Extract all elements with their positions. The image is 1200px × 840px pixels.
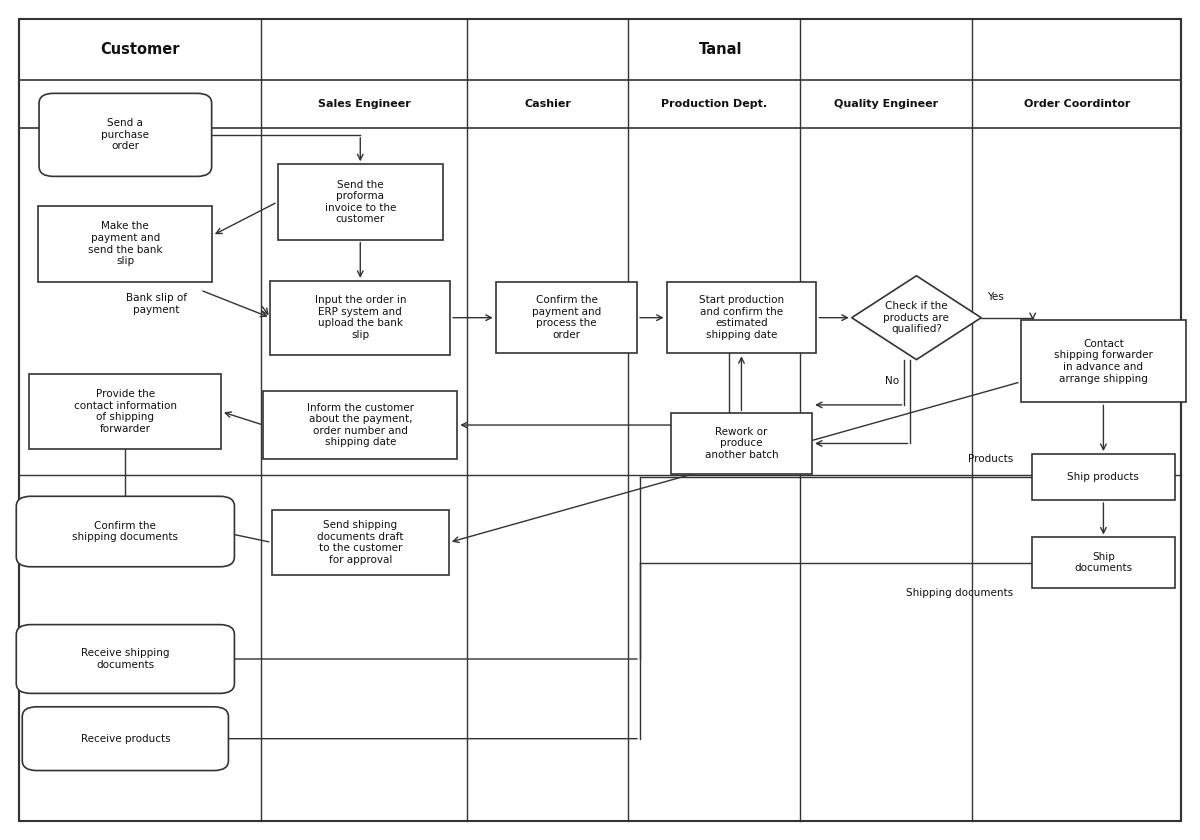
Text: Receive shipping
documents: Receive shipping documents <box>82 648 169 669</box>
Text: Send a
purchase
order: Send a purchase order <box>101 118 149 151</box>
FancyBboxPatch shape <box>17 496 234 567</box>
Text: Input the order in
ERP system and
upload the bank
slip: Input the order in ERP system and upload… <box>314 296 406 340</box>
Text: Sales Engineer: Sales Engineer <box>318 99 410 109</box>
Text: Production Dept.: Production Dept. <box>661 99 767 109</box>
Text: Confirm the
payment and
process the
order: Confirm the payment and process the orde… <box>532 296 601 340</box>
Bar <box>671 413 812 474</box>
Text: Rework or
produce
another batch: Rework or produce another batch <box>704 427 779 460</box>
Text: Ship products: Ship products <box>1068 472 1139 482</box>
FancyBboxPatch shape <box>17 625 234 693</box>
Bar <box>263 391 457 459</box>
Bar <box>38 206 212 281</box>
Text: Products: Products <box>968 454 1014 464</box>
Polygon shape <box>852 276 982 360</box>
Bar <box>666 282 816 354</box>
Text: Customer: Customer <box>100 42 179 57</box>
Text: Order Coordintor: Order Coordintor <box>1024 99 1130 109</box>
Text: Cashier: Cashier <box>524 99 571 109</box>
Bar <box>496 282 637 354</box>
Text: Send shipping
documents draft
to the customer
for approval: Send shipping documents draft to the cus… <box>317 520 403 564</box>
Bar <box>1032 538 1175 588</box>
Text: Ship
documents: Ship documents <box>1074 552 1133 574</box>
Bar <box>1021 320 1186 402</box>
Text: No: No <box>886 375 900 386</box>
Text: Confirm the
shipping documents: Confirm the shipping documents <box>72 521 179 543</box>
FancyBboxPatch shape <box>23 706 228 770</box>
Text: Contact
shipping forwarder
in advance and
arrange shipping: Contact shipping forwarder in advance an… <box>1054 339 1153 384</box>
FancyBboxPatch shape <box>40 93 211 176</box>
Text: Receive products: Receive products <box>80 733 170 743</box>
Bar <box>277 165 443 239</box>
Bar <box>271 510 449 575</box>
Text: Provide the
contact information
of shipping
forwarder: Provide the contact information of shipp… <box>74 389 176 434</box>
Text: Bank slip of
payment: Bank slip of payment <box>126 293 187 315</box>
Bar <box>270 281 450 354</box>
Text: Check if the
products are
qualified?: Check if the products are qualified? <box>883 301 949 334</box>
Text: Start production
and confirm the
estimated
shipping date: Start production and confirm the estimat… <box>698 296 784 340</box>
Text: Send the
proforma
invoice to the
customer: Send the proforma invoice to the custome… <box>324 180 396 224</box>
Bar <box>30 374 221 449</box>
Text: Inform the customer
about the payment,
order number and
shipping date: Inform the customer about the payment, o… <box>307 402 414 448</box>
Bar <box>1032 454 1175 500</box>
Text: Make the
payment and
send the bank
slip: Make the payment and send the bank slip <box>88 222 163 266</box>
Text: Shipping documents: Shipping documents <box>906 588 1014 598</box>
Text: Tanal: Tanal <box>700 42 743 57</box>
Text: Yes: Yes <box>988 291 1004 302</box>
Text: Quality Engineer: Quality Engineer <box>834 99 938 109</box>
